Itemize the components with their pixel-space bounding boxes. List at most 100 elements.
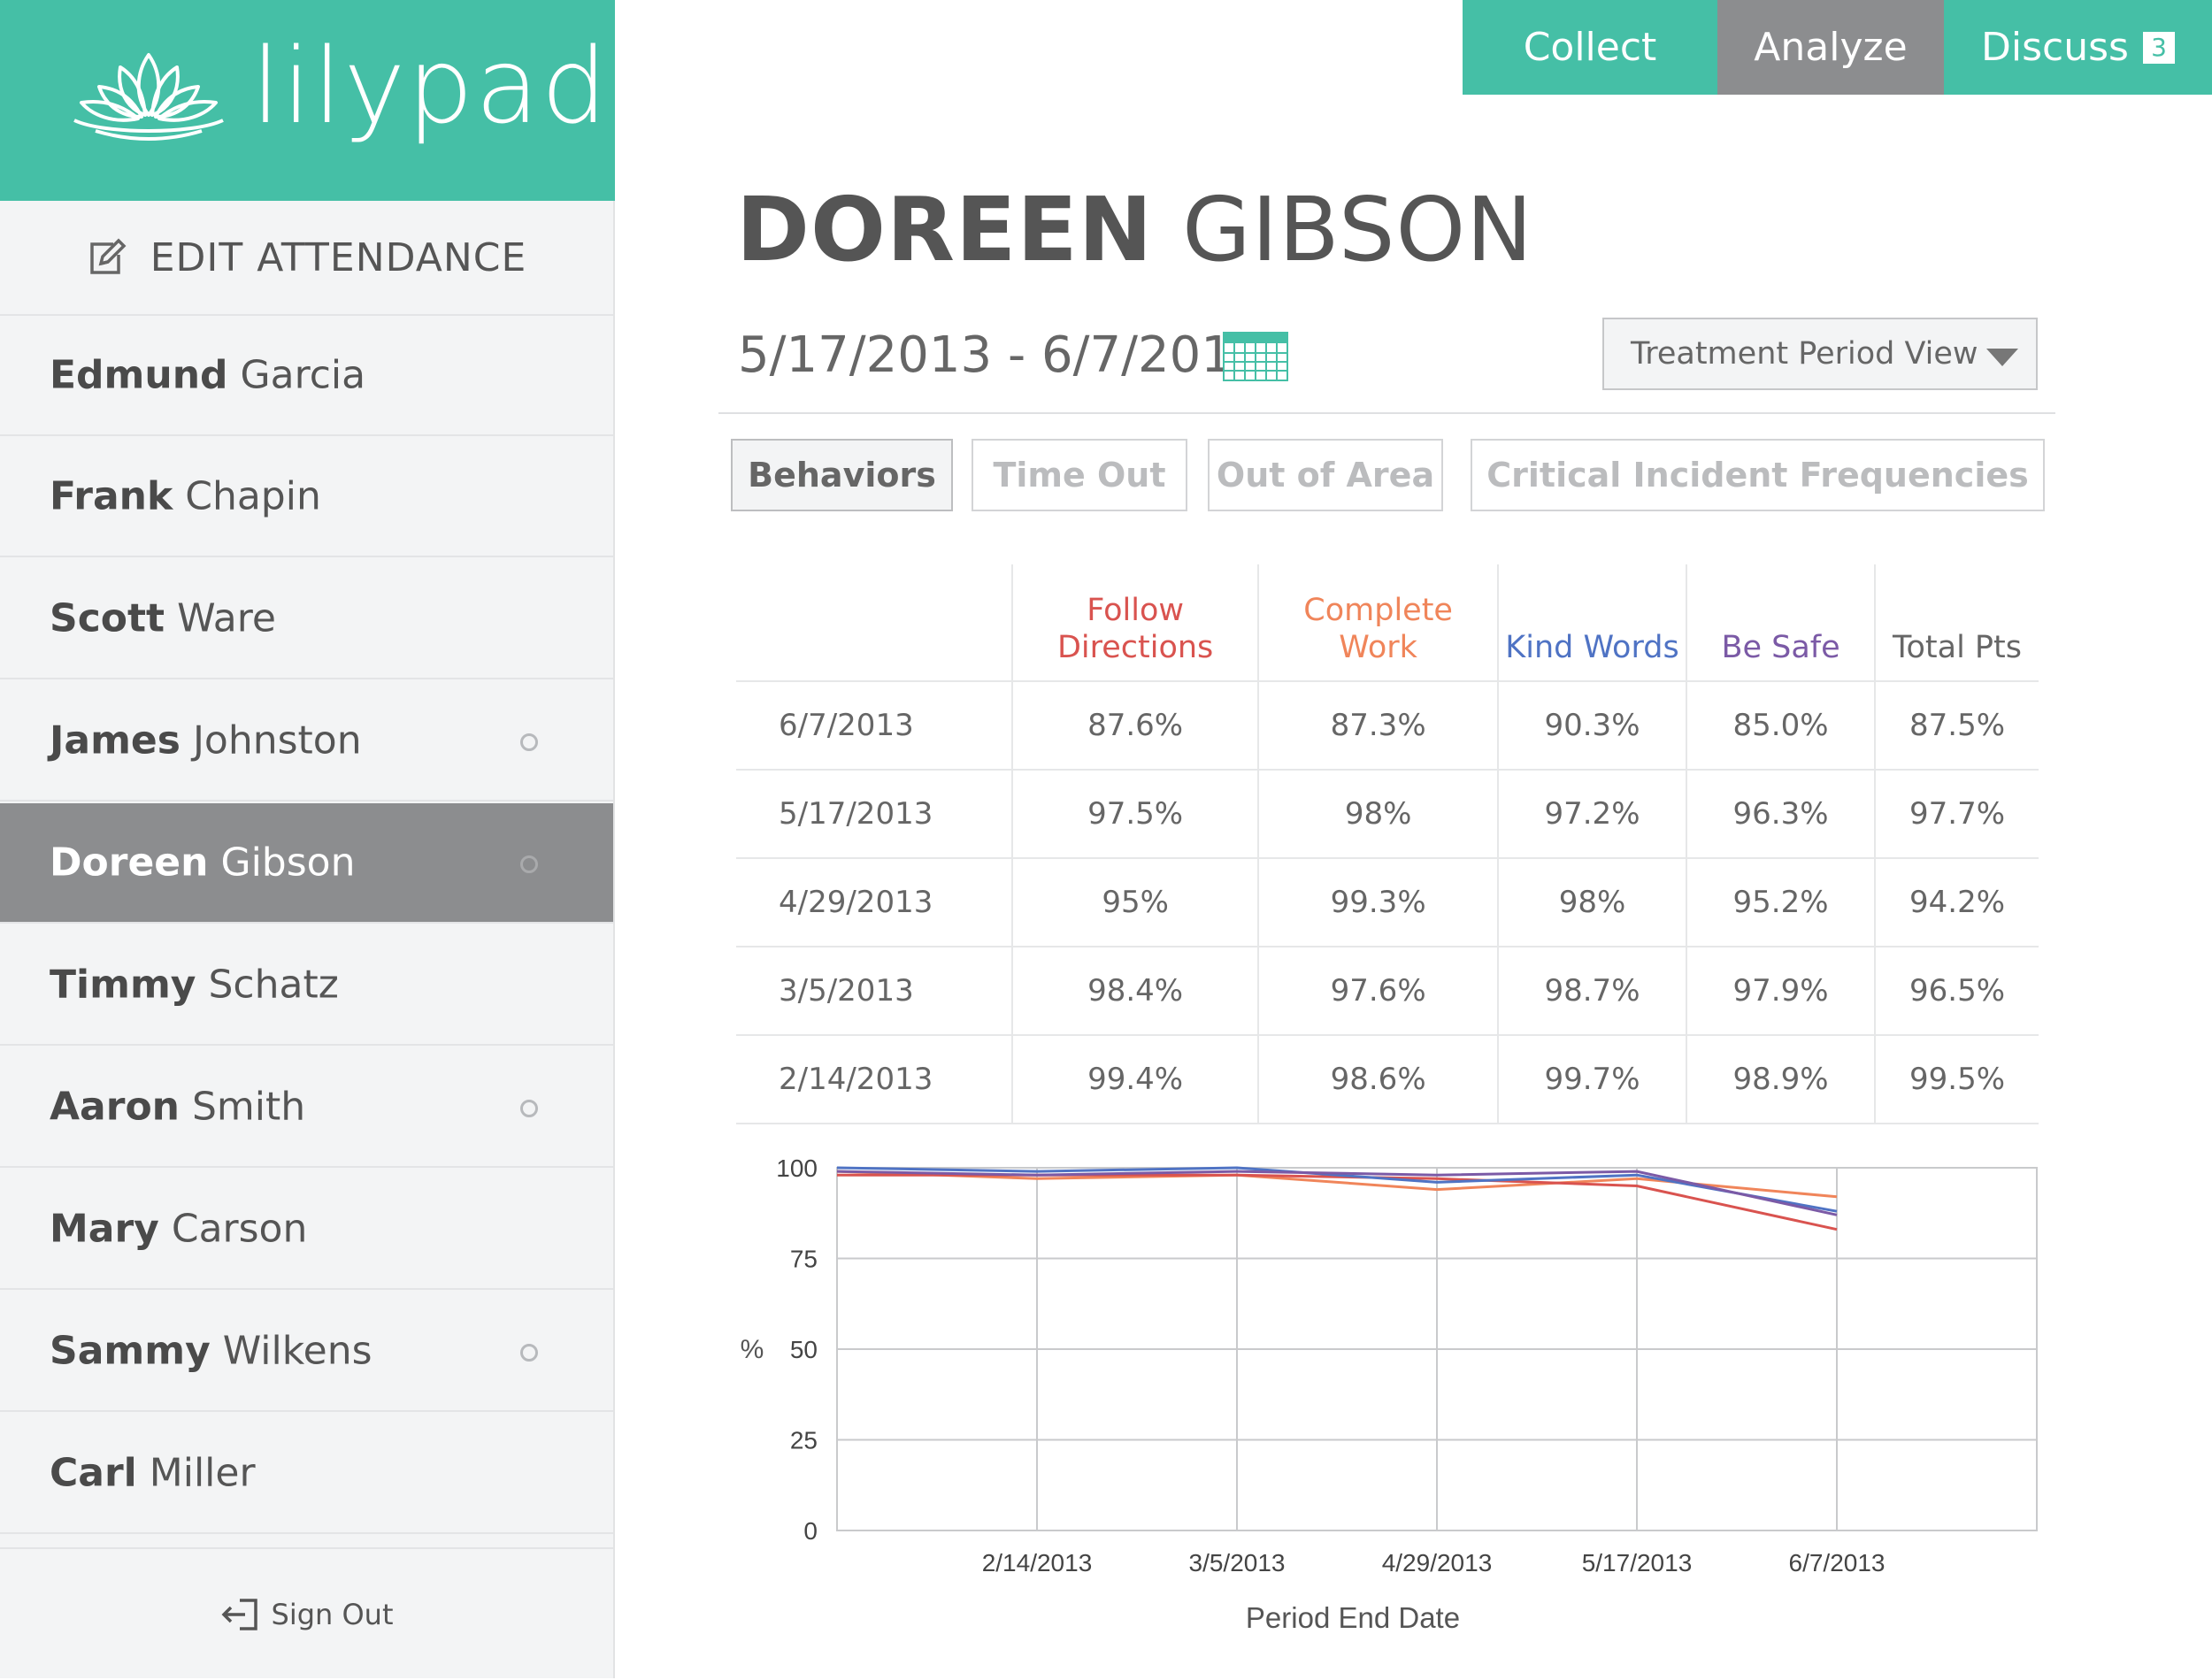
sidebar-item-frank-chapin[interactable]: Frank Chapin <box>0 437 613 557</box>
dropdown-arrow-icon <box>1986 349 2018 366</box>
table-body: 6/7/2013 87.6% 87.3% 90.3% 85.0% 87.5% 5/17/20… <box>736 681 2039 1124</box>
row-value: 99.7% <box>1496 1035 1687 1124</box>
subtab-critical-incident-frequencies[interactable]: Critical Incident Frequencies <box>1471 439 2045 511</box>
student-first-name: Sammy <box>50 1328 211 1374</box>
row-value: 95% <box>1010 858 1259 947</box>
sidebar-item-james-johnston[interactable]: James Johnston <box>0 681 613 802</box>
row-value: 96.5% <box>1874 947 2039 1036</box>
column-header: Be Safe <box>1686 564 1876 682</box>
student-name: Carl Miller <box>50 1451 256 1496</box>
x-tick-label: 2/14/2013 <box>982 1549 1093 1576</box>
sign-out-icon <box>221 1599 257 1630</box>
lotus-logo-icon <box>73 53 224 141</box>
row-value: 85.0% <box>1686 681 1876 771</box>
row-value: 98.4% <box>1010 947 1259 1036</box>
sidebar: lilypad EDIT ATTENDANCE Edmund Garcia Fra… <box>0 0 615 1678</box>
calendar-icon[interactable] <box>1223 332 1288 381</box>
edit-attendance-label: EDIT ATTENDANCE <box>150 234 527 280</box>
table-row[interactable]: 6/7/2013 87.6% 87.3% 90.3% 85.0% 87.5% <box>736 681 2039 771</box>
status-dot-icon <box>520 733 538 751</box>
column-header: Kind Words <box>1496 564 1687 682</box>
x-tick-label: 4/29/2013 <box>1382 1549 1493 1576</box>
student-first-name: Aaron <box>50 1084 180 1130</box>
title-first-name: DOREEN <box>736 178 1154 281</box>
edit-attendance-button[interactable]: EDIT ATTENDANCE <box>0 201 613 316</box>
student-last-name: Schatz <box>208 962 339 1008</box>
row-value: 96.3% <box>1686 770 1876 859</box>
series-line-2 <box>836 1166 1838 1213</box>
row-value: 90.3% <box>1496 681 1687 771</box>
column-header: Complete Work <box>1257 564 1498 682</box>
x-tick-label: 5/17/2013 <box>1582 1549 1693 1576</box>
row-value: 98.7% <box>1496 947 1687 1036</box>
row-value: 98% <box>1257 770 1498 859</box>
row-value: 97.2% <box>1496 770 1687 859</box>
sidebar-item-aaron-smith[interactable]: Aaron Smith <box>0 1047 613 1168</box>
behavior-line-chart: 0 25 50 75 100 2/14/2013 3/5/2013 4/29/2013 5/17… <box>741 1155 2038 1634</box>
row-value: 87.3% <box>1257 681 1498 771</box>
sidebar-item-carl-miller[interactable]: Carl Miller <box>0 1414 613 1534</box>
row-date: 2/14/2013 <box>736 1035 1012 1124</box>
student-name: Mary Carson <box>50 1207 307 1252</box>
subtab-out-of-area-label: Out of Area <box>1216 456 1435 495</box>
student-last-name: Wilkens <box>222 1328 373 1374</box>
y-tick-label: 100 <box>776 1155 818 1182</box>
row-value: 97.5% <box>1010 770 1259 859</box>
y-axis-label: % <box>741 1335 764 1364</box>
student-last-name: Smith <box>192 1084 306 1130</box>
tab-analyze-label: Analyze <box>1754 25 1908 70</box>
top-navigation: Collect Analyze Discuss 3 <box>1463 0 2212 95</box>
student-last-name: Johnston <box>192 717 362 763</box>
student-last-name: Ware <box>177 595 276 641</box>
tab-analyze[interactable]: Analyze <box>1717 0 1944 95</box>
sidebar-item-timmy-schatz[interactable]: Timmy Schatz <box>0 925 613 1046</box>
column-header <box>736 564 1012 682</box>
y-tick-label: 50 <box>790 1336 818 1363</box>
date-range: 5/17/2013 - 6/7/2013 <box>738 326 1264 384</box>
tab-collect[interactable]: Collect <box>1463 0 1717 95</box>
sidebar-item-doreen-gibson[interactable]: Doreen Gibson <box>0 803 613 924</box>
table-row[interactable]: 5/17/2013 97.5% 98% 97.2% 96.3% 97.7% <box>736 770 2039 859</box>
student-last-name: Garcia <box>240 352 366 398</box>
row-value: 98.6% <box>1257 1035 1498 1124</box>
view-select-value: Treatment Period View <box>1631 336 1978 372</box>
y-tick-label: 75 <box>790 1246 818 1273</box>
sidebar-item-scott-ware[interactable]: Scott Ware <box>0 559 613 679</box>
header-divider <box>718 412 2055 414</box>
sign-out-button[interactable]: Sign Out <box>0 1547 613 1680</box>
sidebar-item-mary-carson[interactable]: Mary Carson <box>0 1170 613 1290</box>
student-name: Edmund Garcia <box>50 353 365 398</box>
student-first-name: Doreen <box>50 840 209 886</box>
subtab-behaviors[interactable]: Behaviors <box>731 439 953 511</box>
student-last-name: Chapin <box>185 473 321 519</box>
view-select[interactable]: Treatment Period View <box>1602 318 2038 390</box>
table-row[interactable]: 2/14/2013 99.4% 98.6% 99.7% 98.9% 99.5% <box>736 1035 2039 1124</box>
student-name: Frank Chapin <box>50 474 321 519</box>
tab-discuss-label: Discuss <box>1981 25 2129 70</box>
row-value: 94.2% <box>1874 858 2039 947</box>
sidebar-item-sammy-wilkens[interactable]: Sammy Wilkens <box>0 1292 613 1412</box>
y-tick-label: 25 <box>790 1427 818 1454</box>
x-tick-label: 3/5/2013 <box>1189 1549 1286 1576</box>
student-name: Sammy Wilkens <box>50 1329 373 1374</box>
student-first-name: Carl <box>50 1450 137 1496</box>
behaviors-table: Follow Directions Complete Work Kind Words… <box>736 564 2039 1124</box>
brand-name: lilypad <box>251 25 610 147</box>
row-value: 99.4% <box>1010 1035 1259 1124</box>
status-dot-icon <box>520 1344 538 1362</box>
student-last-name: Miller <box>149 1450 256 1496</box>
discuss-count-badge: 3 <box>2142 31 2175 64</box>
brand-header[interactable]: lilypad <box>0 0 615 201</box>
table-row[interactable]: 4/29/2013 95% 99.3% 98% 95.2% 94.2% <box>736 858 2039 947</box>
tab-discuss[interactable]: Discuss 3 <box>1944 0 2212 95</box>
row-value: 97.9% <box>1686 947 1876 1036</box>
column-header: Follow Directions <box>1010 564 1259 682</box>
status-dot-icon <box>520 1100 538 1117</box>
tab-collect-label: Collect <box>1523 25 1657 70</box>
student-first-name: Scott <box>50 595 165 641</box>
student-name: James Johnston <box>50 718 362 763</box>
subtab-out-of-area[interactable]: Out of Area <box>1208 439 1443 511</box>
subtab-time-out[interactable]: Time Out <box>972 439 1187 511</box>
table-row[interactable]: 3/5/2013 98.4% 97.6% 98.7% 97.9% 96.5% <box>736 947 2039 1036</box>
sidebar-item-edmund-garcia[interactable]: Edmund Garcia <box>0 316 613 436</box>
